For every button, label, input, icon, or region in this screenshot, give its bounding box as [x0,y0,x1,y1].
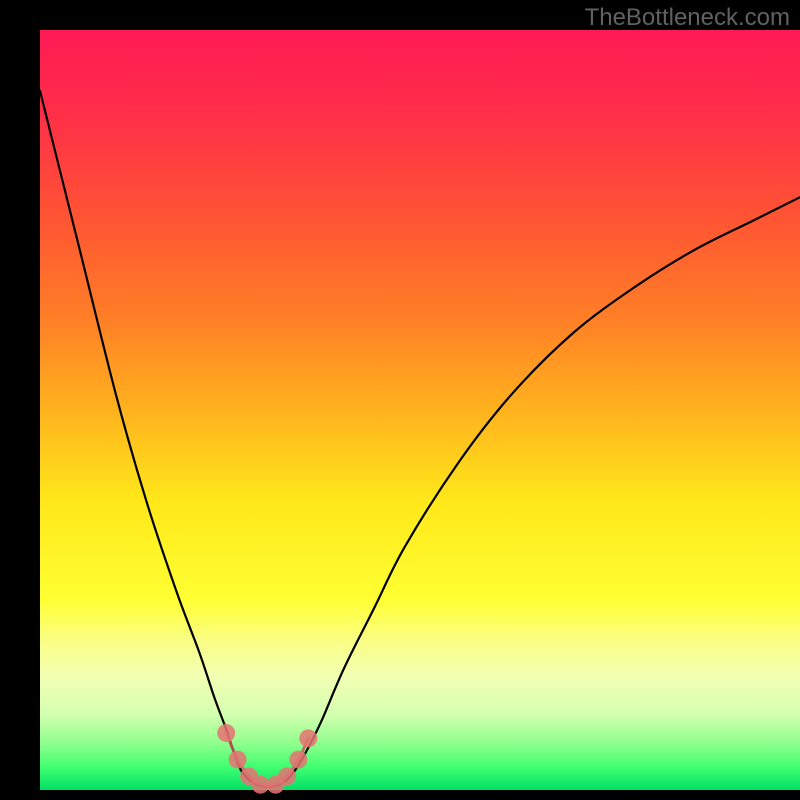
valley-marker [217,724,235,742]
bottleneck-curve [40,91,800,787]
valley-marker [229,751,247,769]
valley-marker [299,729,317,747]
valley-marker [278,767,296,785]
chart-frame: TheBottleneck.com [0,0,800,800]
valley-marker [289,751,307,769]
bottleneck-curve-chart [0,0,800,800]
